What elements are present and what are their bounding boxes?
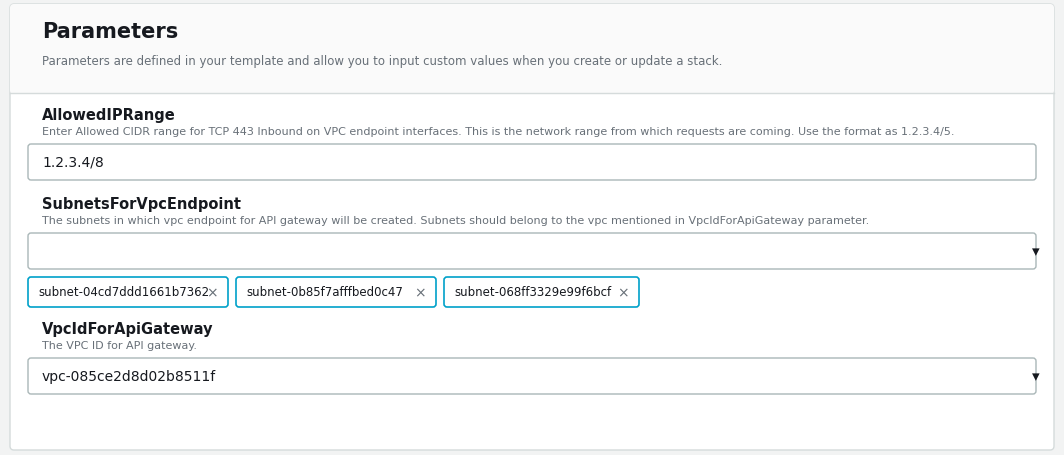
Text: Parameters are defined in your template and allow you to input custom values whe: Parameters are defined in your template … [41, 56, 722, 68]
Text: ×: × [414, 285, 426, 299]
Text: VpcIdForApiGateway: VpcIdForApiGateway [41, 322, 214, 337]
FancyBboxPatch shape [10, 5, 1054, 450]
Text: ▾: ▾ [1032, 244, 1040, 259]
FancyBboxPatch shape [28, 145, 1036, 181]
Text: Parameters: Parameters [41, 22, 179, 42]
FancyBboxPatch shape [10, 5, 1054, 95]
Text: The VPC ID for API gateway.: The VPC ID for API gateway. [41, 340, 197, 350]
Text: 1.2.3.4/8: 1.2.3.4/8 [41, 156, 104, 170]
Text: ×: × [206, 285, 218, 299]
Text: vpc-085ce2d8d02b8511f: vpc-085ce2d8d02b8511f [41, 369, 216, 383]
FancyBboxPatch shape [28, 233, 1036, 269]
Text: subnet-04cd7ddd1661b7362: subnet-04cd7ddd1661b7362 [38, 286, 210, 299]
FancyBboxPatch shape [28, 278, 228, 307]
Text: AllowedIPRange: AllowedIPRange [41, 108, 176, 123]
FancyBboxPatch shape [444, 278, 639, 307]
Text: SubnetsForVpcEndpoint: SubnetsForVpcEndpoint [41, 197, 242, 212]
Text: ▾: ▾ [1032, 369, 1040, 384]
Text: ×: × [617, 285, 629, 299]
Text: The subnets in which vpc endpoint for API gateway will be created. Subnets shoul: The subnets in which vpc endpoint for AP… [41, 216, 869, 226]
FancyBboxPatch shape [28, 358, 1036, 394]
Text: Enter Allowed CIDR range for TCP 443 Inbound on VPC endpoint interfaces. This is: Enter Allowed CIDR range for TCP 443 Inb… [41, 127, 954, 136]
Text: subnet-0b85f7afffbed0c47: subnet-0b85f7afffbed0c47 [246, 286, 403, 299]
FancyBboxPatch shape [236, 278, 436, 307]
Text: subnet-068ff3329e99f6bcf: subnet-068ff3329e99f6bcf [454, 286, 611, 299]
